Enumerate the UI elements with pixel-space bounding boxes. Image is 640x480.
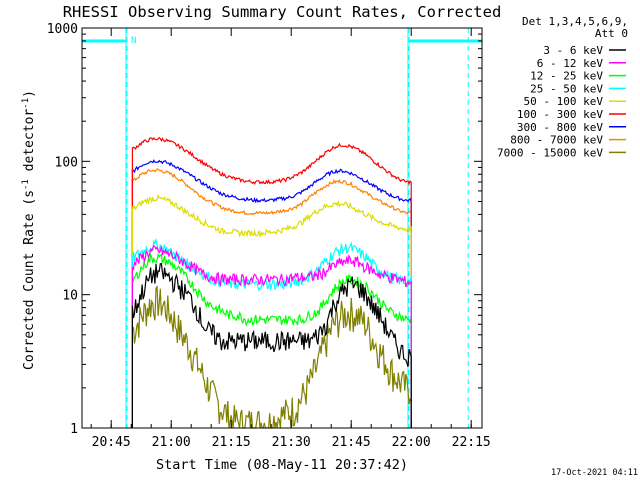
x-axis-label: Start Time (08-May-11 20:37:42) <box>156 457 408 473</box>
legend-entry-label: 12 - 25 keV <box>530 70 603 83</box>
axis-ticks: 20:45 21:00 21:15 21:30 21:45 22:00 22:15 1 10 10… <box>47 22 491 450</box>
legend-entry-label: 7000 - 15000 keV <box>497 146 603 159</box>
y-tick-label: 100 <box>55 155 78 170</box>
series-line <box>131 237 412 428</box>
chart-title: RHESSI Observing Summary Count Rates, Co… <box>63 3 502 21</box>
x-tick-label: 22:15 <box>452 435 491 450</box>
y-axis-label: Corrected Count Rate (s-1 detector-1) <box>21 90 37 370</box>
x-tick-label: 21:00 <box>152 435 191 450</box>
legend-entry-label: 100 - 300 keV <box>517 108 603 121</box>
y-label-main: Corrected Count Rate (s <box>22 190 37 370</box>
series-line <box>131 263 412 428</box>
legend-entry-label: 6 - 12 keV <box>537 57 604 70</box>
y-tick-label: 1000 <box>47 22 78 37</box>
footer-date: 17-Oct-2021 04:11 <box>551 468 638 478</box>
y-label-exp2: -1 <box>21 98 31 109</box>
x-tick-label: 21:15 <box>212 435 251 450</box>
y-tick-label: 1 <box>70 422 78 437</box>
y-label-mid: detector <box>22 109 37 180</box>
legend-entry-label: 25 - 50 keV <box>530 82 603 95</box>
series-line <box>131 193 412 428</box>
series-line <box>131 159 412 428</box>
legend-entry-label: 3 - 6 keV <box>543 44 603 57</box>
series-line <box>131 136 412 428</box>
y-label-end: ) <box>22 90 37 98</box>
y-tick-label: 10 <box>62 289 78 304</box>
x-tick-label: 21:45 <box>332 435 371 450</box>
x-tick-label: 20:45 <box>92 435 131 450</box>
series-line <box>131 244 412 428</box>
series-line <box>131 168 412 428</box>
x-tick-label: 22:00 <box>392 435 431 450</box>
series-lines <box>131 136 412 429</box>
annotation-label: N <box>131 36 136 46</box>
legend-entry-label: 50 - 100 keV <box>524 95 604 108</box>
x-tick-label: 21:30 <box>272 435 311 450</box>
legend-entry-label: 800 - 7000 keV <box>510 134 603 147</box>
legend-header: Det 1,3,4,5,6,9, <box>522 15 628 28</box>
legend-header: Att 0 <box>595 27 628 40</box>
y-label-exp1: -1 <box>21 179 31 190</box>
plot-frame <box>81 27 483 429</box>
legend-entry-label: 300 - 800 keV <box>517 121 603 134</box>
